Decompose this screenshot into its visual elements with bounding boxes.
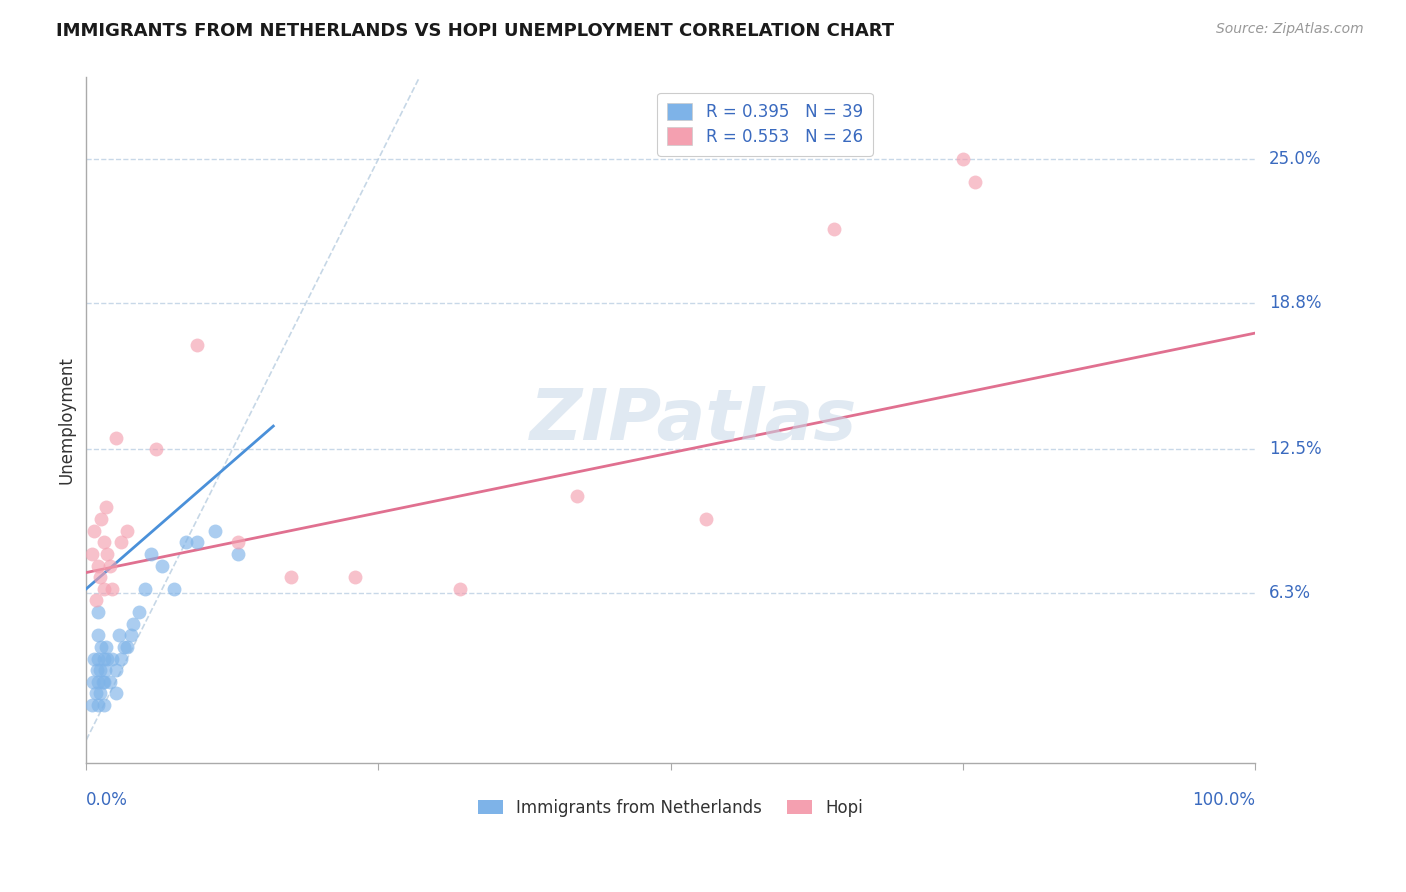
Text: 0.0%: 0.0% bbox=[86, 790, 128, 808]
Point bbox=[82, 674, 104, 689]
Point bbox=[174, 535, 197, 549]
Text: Source: ZipAtlas.com: Source: ZipAtlas.com bbox=[1216, 22, 1364, 37]
Point bbox=[93, 535, 115, 549]
Point bbox=[226, 547, 249, 561]
Point bbox=[96, 640, 118, 654]
Point bbox=[186, 337, 208, 351]
Point bbox=[83, 651, 105, 665]
Point bbox=[122, 616, 145, 631]
Text: IMMIGRANTS FROM NETHERLANDS VS HOPI UNEMPLOYMENT CORRELATION CHART: IMMIGRANTS FROM NETHERLANDS VS HOPI UNEM… bbox=[56, 22, 894, 40]
Point bbox=[87, 674, 110, 689]
Point bbox=[695, 512, 717, 526]
Point bbox=[204, 524, 226, 538]
Point bbox=[87, 605, 110, 619]
Point bbox=[83, 524, 105, 538]
Point bbox=[93, 698, 115, 712]
Point bbox=[84, 593, 107, 607]
Point bbox=[94, 663, 117, 677]
Point bbox=[186, 535, 208, 549]
Point bbox=[952, 152, 974, 166]
Point bbox=[108, 628, 131, 642]
Text: 18.8%: 18.8% bbox=[1270, 293, 1322, 312]
Point bbox=[93, 674, 115, 689]
Point bbox=[112, 640, 135, 654]
Point bbox=[150, 558, 173, 573]
Point bbox=[84, 686, 107, 700]
Point bbox=[110, 535, 132, 549]
Point bbox=[98, 674, 121, 689]
Point bbox=[163, 582, 186, 596]
Point bbox=[93, 651, 115, 665]
Y-axis label: Unemployment: Unemployment bbox=[58, 356, 75, 484]
Text: 100.0%: 100.0% bbox=[1192, 790, 1256, 808]
Point bbox=[139, 547, 162, 561]
Point bbox=[96, 651, 118, 665]
Point bbox=[82, 547, 104, 561]
Point bbox=[89, 570, 111, 584]
Point bbox=[86, 663, 108, 677]
Point bbox=[449, 582, 471, 596]
Point bbox=[87, 628, 110, 642]
Point bbox=[96, 547, 118, 561]
Point bbox=[120, 628, 142, 642]
Point bbox=[90, 640, 112, 654]
Text: 12.5%: 12.5% bbox=[1270, 441, 1322, 458]
Point bbox=[104, 663, 127, 677]
Point bbox=[87, 558, 110, 573]
Point bbox=[87, 698, 110, 712]
Point bbox=[98, 558, 121, 573]
Point bbox=[82, 698, 104, 712]
Point bbox=[96, 500, 118, 515]
Point bbox=[110, 651, 132, 665]
Point bbox=[115, 640, 138, 654]
Text: 25.0%: 25.0% bbox=[1270, 150, 1322, 168]
Point bbox=[104, 431, 127, 445]
Text: ZIPatlas: ZIPatlas bbox=[530, 385, 858, 455]
Point bbox=[565, 489, 588, 503]
Text: 6.3%: 6.3% bbox=[1270, 584, 1310, 602]
Point bbox=[89, 663, 111, 677]
Point bbox=[115, 524, 138, 538]
Point bbox=[87, 651, 110, 665]
Point bbox=[823, 221, 845, 235]
Point bbox=[134, 582, 156, 596]
Point bbox=[963, 175, 986, 189]
Legend: Immigrants from Netherlands, Hopi: Immigrants from Netherlands, Hopi bbox=[471, 792, 870, 823]
Point bbox=[145, 442, 167, 457]
Point bbox=[89, 686, 111, 700]
Point bbox=[226, 535, 249, 549]
Point bbox=[104, 686, 127, 700]
Point bbox=[280, 570, 302, 584]
Point bbox=[93, 582, 115, 596]
Point bbox=[344, 570, 367, 584]
Point bbox=[101, 582, 124, 596]
Point bbox=[91, 674, 114, 689]
Point bbox=[90, 512, 112, 526]
Point bbox=[128, 605, 150, 619]
Point bbox=[101, 651, 124, 665]
